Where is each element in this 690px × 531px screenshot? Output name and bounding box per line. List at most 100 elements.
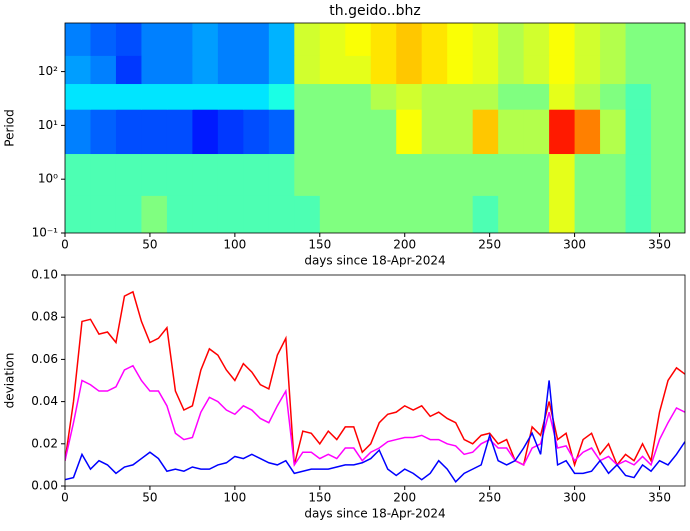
heatmap-cell xyxy=(523,109,550,155)
heatmap-cell xyxy=(319,23,346,56)
heatmap-cell xyxy=(421,83,448,110)
heatmap-cell xyxy=(166,83,193,110)
heatmap-cell xyxy=(600,195,627,233)
heatmap-cell xyxy=(243,55,270,85)
heatmap-cell xyxy=(447,55,474,85)
x-tick-label: 0 xyxy=(61,238,69,252)
heatmap-cell xyxy=(90,83,117,110)
heatmap-cell xyxy=(166,109,193,155)
heatmap-cell xyxy=(294,153,321,196)
heatmap-cell xyxy=(447,195,474,233)
x-tick-label: 300 xyxy=(563,238,586,252)
heatmap-cell xyxy=(345,83,372,110)
heatmap-cell xyxy=(243,23,270,56)
heatmap-cell xyxy=(345,153,372,196)
heatmap-cell xyxy=(319,109,346,155)
heatmap-cell xyxy=(268,153,295,196)
heatmap-cell xyxy=(447,109,474,155)
heatmap-cell xyxy=(294,109,321,155)
heatmap-cell xyxy=(396,23,423,56)
heatmap-cell xyxy=(472,55,499,85)
y-tick-label: 10⁰ xyxy=(38,172,58,186)
heatmap-cell xyxy=(523,195,550,233)
heatmap-cell xyxy=(217,109,244,155)
x-tick-label: 50 xyxy=(142,491,157,505)
x-axis-label: days since 18-Apr-2024 xyxy=(304,507,445,521)
heatmap-cell xyxy=(141,23,168,56)
heatmap-cell xyxy=(141,195,168,233)
heatmap-cell xyxy=(192,55,219,85)
heatmap-cell xyxy=(294,83,321,110)
heatmap-cell xyxy=(421,153,448,196)
y-tick-label: 10² xyxy=(38,64,58,78)
y-tick-label: 0.08 xyxy=(31,310,58,324)
heatmap-cell xyxy=(294,23,321,56)
heatmap-cell xyxy=(676,195,685,233)
heatmap-cell xyxy=(294,195,321,233)
heatmap-cell xyxy=(319,153,346,196)
y-tick-label: 10⁻¹ xyxy=(32,226,59,240)
heatmap-cell xyxy=(498,109,525,155)
heatmap-cell xyxy=(217,55,244,85)
heatmap-cell xyxy=(676,109,685,155)
heatmap-cell xyxy=(396,55,423,85)
heatmap-cell xyxy=(498,153,525,196)
heatmap-cell xyxy=(396,195,423,233)
heatmap-cell xyxy=(243,109,270,155)
heatmap-cell xyxy=(625,23,652,56)
heatmap-cell xyxy=(319,55,346,85)
heatmap-cell xyxy=(65,195,91,233)
heatmap-cell xyxy=(65,55,91,85)
heatmap-cell xyxy=(268,83,295,110)
heatmap-cell xyxy=(421,55,448,85)
heatmap-cell xyxy=(498,195,525,233)
heatmap-cell xyxy=(651,195,678,233)
heatmap-cell xyxy=(549,55,576,85)
heatmap-cell xyxy=(574,83,601,110)
x-tick-label: 250 xyxy=(478,238,501,252)
heatmap-cell xyxy=(370,55,397,85)
heatmap-cell xyxy=(90,23,117,56)
heatmap-cell xyxy=(115,153,142,196)
plot-area xyxy=(65,290,685,483)
heatmap-cell xyxy=(651,55,678,85)
data-line xyxy=(65,364,685,468)
x-tick-label: 250 xyxy=(478,491,501,505)
heatmap-cell xyxy=(141,55,168,85)
heatmap-cell xyxy=(115,83,142,110)
heatmap-cell xyxy=(243,153,270,196)
heatmap-cell xyxy=(90,55,117,85)
heatmap-cell xyxy=(345,55,372,85)
heatmap-cell xyxy=(141,83,168,110)
heatmap-cell xyxy=(268,23,295,56)
heatmap-cell xyxy=(65,109,91,155)
heatmap-cell xyxy=(421,195,448,233)
heatmap-cell xyxy=(600,55,627,85)
heatmap-cell xyxy=(651,83,678,110)
heatmap-cell xyxy=(141,109,168,155)
heatmap-cell xyxy=(268,195,295,233)
heatmap-cell xyxy=(574,153,601,196)
heatmap-cell xyxy=(166,195,193,233)
x-tick-label: 150 xyxy=(308,238,331,252)
x-tick-label: 0 xyxy=(61,491,69,505)
heatmap-cell xyxy=(574,195,601,233)
heatmap-cell xyxy=(243,83,270,110)
heatmap-cell xyxy=(166,23,193,56)
x-tick-label: 200 xyxy=(393,238,416,252)
heatmap-cell xyxy=(192,23,219,56)
heatmap-cell xyxy=(268,109,295,155)
heatmap-cell xyxy=(549,153,576,196)
heatmap-cell xyxy=(217,153,244,196)
heatmap-cell xyxy=(65,23,91,56)
x-tick-label: 350 xyxy=(648,491,671,505)
y-tick-label: 0.10 xyxy=(31,268,58,282)
heatmap-cell xyxy=(90,153,117,196)
heatmap-cell xyxy=(625,195,652,233)
heatmap-cell xyxy=(217,23,244,56)
heatmap-cell xyxy=(498,23,525,56)
heatmap-cell xyxy=(115,109,142,155)
plot-area xyxy=(65,23,685,233)
heatmap-cell xyxy=(370,153,397,196)
heatmap-cell xyxy=(65,83,91,110)
